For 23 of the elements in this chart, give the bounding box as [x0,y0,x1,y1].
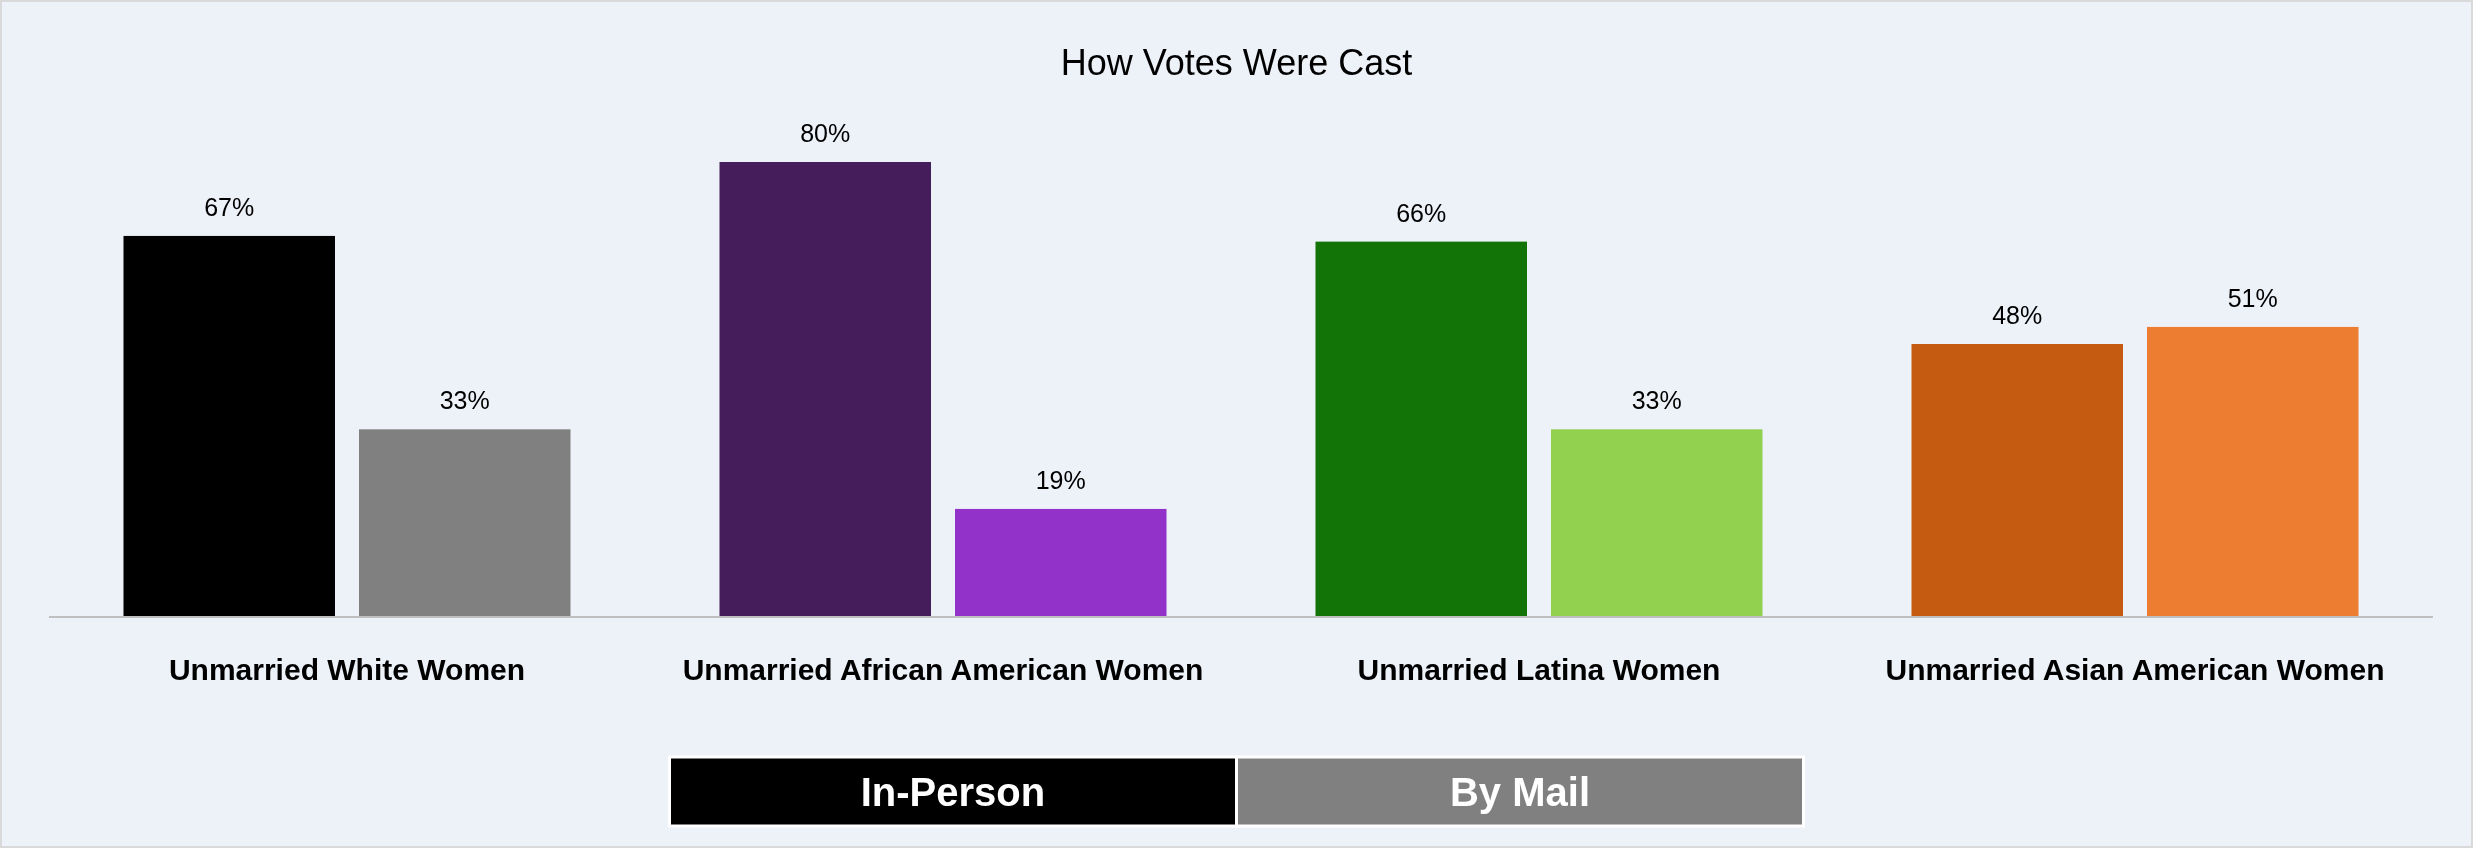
data-label: 33% [1631,386,1682,415]
bar [359,429,571,617]
data-label: 67% [204,192,255,221]
data-label: 19% [1035,465,1086,494]
data-label: 80% [800,119,851,147]
bar [1551,429,1763,617]
data-label: 48% [1992,301,2043,329]
text: By Mail [1449,769,1591,814]
x-tick-label: Unmarried Latina Women [1357,653,1721,686]
text: In-Person [860,769,1046,814]
x-tick-label: Unmarried White Women [168,653,526,686]
bar [123,235,335,617]
data-label: 33% [439,386,490,415]
data-label: 66% [1396,198,1447,227]
chart-title: How Votes Were Cast [1060,42,1413,83]
x-tick-label: Unmarried African American Women [682,653,1204,686]
bar [1315,241,1527,617]
bar [955,508,1167,617]
x-tick-label: Unmarried Asian American Women [1885,653,2385,686]
bar [719,162,931,617]
bar [2147,326,2359,617]
bar [1911,344,2123,617]
data-label: 51% [2227,283,2278,312]
